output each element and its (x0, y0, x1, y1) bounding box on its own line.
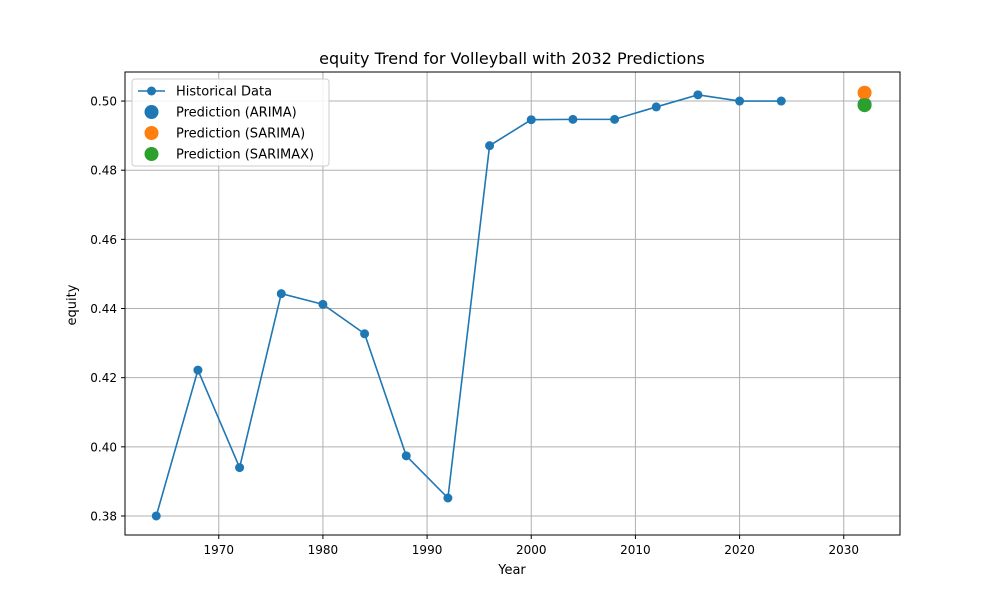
y-tick-label: 0.44 (90, 302, 117, 316)
series-line (155, 94, 782, 517)
grid-lines (125, 72, 900, 535)
x-tick-label: 2000 (516, 543, 547, 557)
y-axis-label: equity (65, 284, 80, 325)
data-point (276, 289, 286, 299)
prediction-point (857, 98, 872, 113)
legend-marker (144, 105, 159, 119)
y-tick-label: 0.40 (90, 440, 117, 454)
x-axis: 1970 1980 1990 2000 2010 2020 2030 (203, 535, 859, 557)
legend: Historical Data Prediction (ARIMA) Predict… (131, 78, 330, 167)
legend-label: Prediction (SARIMA) (176, 127, 305, 142)
data-point (693, 90, 703, 100)
x-axis-label: Year (497, 563, 526, 578)
data-point (360, 329, 370, 339)
series-2 (857, 85, 872, 100)
series-3 (857, 98, 872, 113)
data-point (401, 451, 411, 461)
y-tick-label: 0.50 (90, 95, 117, 109)
data-point (651, 102, 661, 112)
y-tick-label: 0.48 (90, 164, 117, 178)
data-point (568, 114, 578, 124)
data-point (735, 96, 745, 106)
data-point (610, 114, 620, 124)
legend-label: Prediction (SARIMAX) (176, 148, 314, 163)
legend-marker (147, 86, 156, 96)
legend-marker (144, 147, 159, 161)
data-point (235, 463, 245, 473)
y-tick-label: 0.46 (90, 233, 117, 247)
legend-label: Historical Data (176, 85, 272, 100)
chart-title: equity Trend for Volleyball with 2032 Pr… (319, 49, 705, 68)
series-layer (151, 85, 872, 521)
x-tick-label: 2020 (724, 543, 755, 557)
x-tick-label: 2010 (620, 543, 651, 557)
series-0 (151, 90, 786, 521)
x-tick-label: 1990 (412, 543, 443, 557)
data-point (526, 115, 536, 125)
y-tick-label: 0.38 (90, 509, 117, 523)
prediction-point (857, 85, 872, 100)
data-point (776, 96, 786, 106)
data-point (485, 141, 495, 151)
x-tick-label: 1970 (203, 543, 234, 557)
data-point (443, 493, 453, 503)
data-point (318, 299, 328, 309)
plot-frame (124, 71, 901, 536)
legend-marker (144, 126, 159, 140)
x-tick-label: 2030 (828, 543, 859, 557)
data-point (193, 365, 203, 375)
y-tick-label: 0.42 (90, 371, 117, 385)
legend-box (131, 78, 330, 167)
x-tick-label: 1980 (308, 543, 339, 557)
data-point (151, 511, 161, 521)
y-axis: 0.38 0.40 0.42 0.44 0.46 0.48 0.50 (90, 95, 125, 523)
legend-label: Prediction (ARIMA) (176, 106, 297, 121)
